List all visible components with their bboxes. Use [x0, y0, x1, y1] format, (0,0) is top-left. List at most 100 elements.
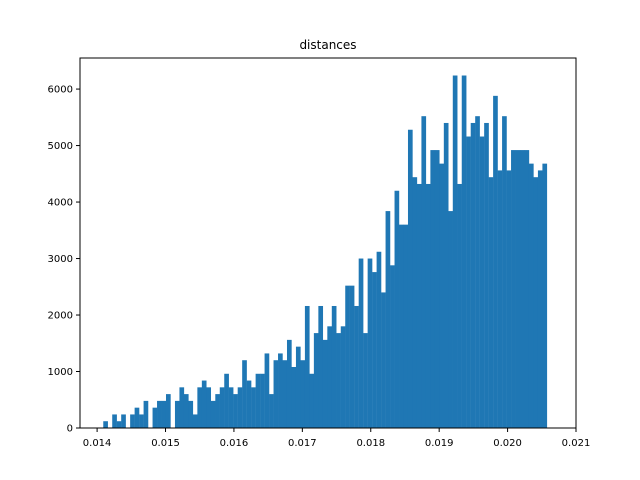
- histogram-bar: [403, 224, 409, 428]
- histogram-bar: [246, 380, 252, 428]
- histogram-bar: [282, 360, 288, 428]
- histogram-bar: [457, 183, 462, 428]
- histogram-bar: [139, 414, 144, 428]
- histogram-bar: [251, 387, 256, 428]
- histogram-bar: [197, 387, 203, 428]
- histogram-bar: [511, 150, 516, 428]
- y-tick-label: 6000: [48, 85, 73, 96]
- histogram-bar: [340, 326, 346, 428]
- histogram-bar: [165, 394, 171, 428]
- histogram-bar: [304, 305, 310, 428]
- y-tick-label: 4000: [48, 198, 73, 209]
- histogram-bar: [466, 136, 471, 428]
- histogram-bar: [174, 400, 180, 428]
- histogram-bar: [533, 177, 539, 428]
- histogram-bar: [443, 122, 449, 429]
- histogram-bar: [255, 373, 261, 428]
- histogram-bar: [349, 285, 355, 428]
- histogram-bar: [143, 400, 149, 428]
- histogram-bar: [291, 366, 297, 428]
- histogram-bar: [399, 224, 404, 428]
- histogram-bar: [192, 414, 198, 428]
- histogram-bar: [121, 414, 126, 428]
- histogram-bar: [461, 75, 467, 429]
- histogram-bar: [528, 163, 534, 428]
- y-tick-label: 1000: [48, 367, 73, 378]
- x-tick-label: 0.019: [425, 438, 454, 449]
- histogram-bar: [309, 373, 315, 428]
- x-tick-label: 0.015: [151, 438, 180, 449]
- y-tick-label: 5000: [48, 141, 73, 152]
- histogram-bar: [345, 285, 350, 428]
- histogram-bar: [367, 258, 373, 428]
- histogram-bar: [385, 211, 391, 428]
- histogram-bar: [210, 400, 216, 428]
- histogram-bar: [506, 170, 512, 428]
- histogram-bar: [157, 400, 162, 428]
- bars-group: [103, 75, 548, 429]
- histogram-bar: [224, 373, 229, 428]
- histogram-bar: [130, 414, 135, 428]
- histogram-bar: [524, 150, 530, 428]
- histogram-bar: [336, 333, 341, 428]
- x-tick-label: 0.017: [288, 438, 317, 449]
- histogram-bar: [421, 116, 427, 429]
- histogram-bar: [425, 183, 431, 428]
- histogram-bar: [484, 122, 489, 429]
- histogram-bar: [430, 150, 436, 428]
- histogram-bar: [134, 407, 140, 428]
- plot-frame: [79, 57, 577, 429]
- x-tick-label: 0.020: [493, 438, 522, 449]
- histogram-bar: [260, 373, 265, 428]
- histogram-bar: [201, 380, 207, 428]
- histogram-bar: [515, 150, 521, 428]
- histogram-bar: [313, 333, 319, 428]
- histogram-bar: [233, 394, 238, 428]
- histogram-bar: [188, 400, 194, 428]
- histogram-bar: [434, 150, 440, 428]
- histogram-bar: [381, 292, 386, 428]
- histogram-bar: [327, 326, 332, 428]
- histogram-bar: [416, 183, 422, 428]
- histogram-bar: [412, 177, 418, 428]
- histogram-bar: [452, 75, 458, 429]
- histogram-bar: [295, 346, 301, 428]
- histogram-bar: [286, 339, 292, 428]
- histogram-bar: [206, 387, 212, 428]
- histogram-bar: [537, 170, 543, 428]
- histogram-bar: [354, 305, 359, 428]
- histogram-bar: [219, 387, 225, 428]
- histogram-bar: [278, 353, 283, 428]
- histogram-bar: [488, 177, 494, 428]
- y-axis: 0 1000 2000 3000 4000 5000 6000: [48, 85, 80, 435]
- histogram-bar: [237, 387, 243, 428]
- y-tick-label: 0: [67, 424, 73, 435]
- histogram-bar: [183, 394, 189, 428]
- histogram-bar: [273, 360, 279, 428]
- histogram-bar: [407, 129, 413, 428]
- histogram-bar: [363, 333, 368, 428]
- histogram-bar: [269, 394, 274, 428]
- histogram-bar: [300, 360, 306, 428]
- histogram-bar: [112, 414, 117, 428]
- y-tick-label: 2000: [48, 311, 73, 322]
- histogram-bar: [394, 190, 400, 428]
- histogram-bar: [493, 95, 498, 429]
- histogram-bar: [215, 394, 220, 428]
- histogram-bar: [479, 136, 485, 428]
- x-tick-label: 0.014: [83, 438, 112, 449]
- histogram-bar: [497, 170, 503, 428]
- histogram-bar: [520, 150, 525, 428]
- histogram-bar: [331, 305, 337, 428]
- histogram-bar: [448, 211, 453, 428]
- histogram-bar: [161, 400, 167, 428]
- x-tick-label: 0.021: [562, 438, 591, 449]
- histogram-bar: [439, 163, 445, 428]
- x-tick-label: 0.018: [356, 438, 385, 449]
- histogram-bar: [372, 272, 377, 428]
- x-axis: 0.014 0.015 0.016 0.017 0.018 0.019 0.020 0.021: [83, 428, 591, 449]
- histogram-bar: [242, 360, 247, 428]
- histogram-bar: [542, 163, 548, 428]
- histogram-bar: [103, 421, 108, 428]
